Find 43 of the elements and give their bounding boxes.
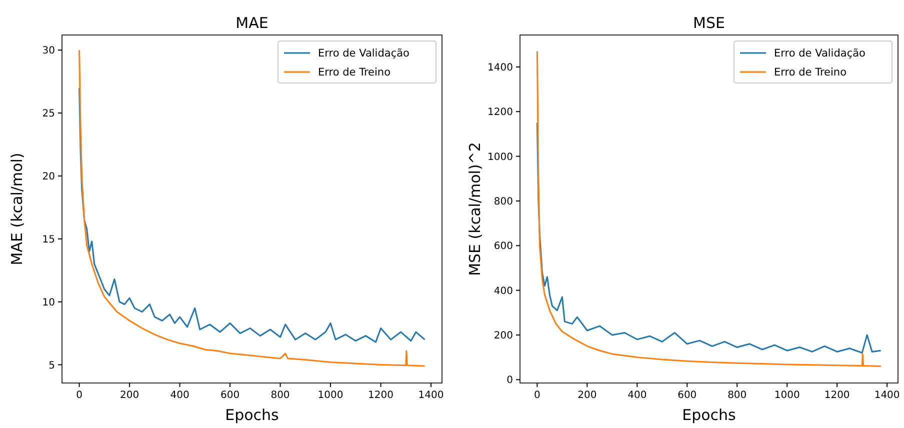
legend-label: Erro de Treino [318, 66, 390, 79]
x-tick-label: 600 [220, 390, 240, 401]
y-tick-label: 600 [494, 241, 513, 252]
legend-label: Erro de Validação [318, 48, 410, 60]
x-tick-label: 200 [578, 390, 597, 401]
x-axis-title: Epochs [225, 406, 280, 424]
x-tick-label: 400 [628, 390, 647, 401]
line-series [536, 122, 882, 354]
x-tick-label: 0 [534, 390, 540, 401]
x-tick-label: 1200 [368, 390, 394, 401]
chart-title: MSE [693, 14, 725, 32]
x-tick-label: 400 [170, 390, 190, 401]
y-tick-label: 1400 [488, 62, 513, 74]
y-axis-title: MAE (kcal/mol) [8, 152, 26, 266]
x-tick-label: 1000 [774, 390, 800, 401]
line-series [78, 87, 426, 343]
x-tick-label: 200 [120, 390, 140, 401]
y-tick-label: 5 [48, 360, 55, 372]
x-axis-title: Epochs [682, 406, 736, 424]
y-tick-label: 0 [506, 375, 513, 386]
y-tick-label: 10 [42, 297, 55, 308]
y-tick-label: 1000 [488, 152, 513, 163]
x-tick-label: 800 [728, 390, 747, 401]
x-tick-label: 600 [678, 390, 697, 401]
y-tick-label: 800 [494, 196, 513, 208]
legend-label: Erro de Treino [774, 66, 846, 79]
legend-label: Erro de Validação [774, 48, 866, 60]
y-tick-label: 400 [494, 286, 513, 297]
x-tick-label: 1400 [874, 390, 900, 401]
x-tick-label: 800 [270, 390, 290, 401]
x-tick-label: 1000 [318, 390, 344, 401]
y-tick-label: 30 [42, 46, 55, 57]
x-tick-label: 0 [76, 390, 82, 401]
y-tick-label: 1200 [488, 107, 513, 118]
x-tick-label: 1200 [824, 390, 850, 401]
chart-title: MAE [236, 14, 268, 32]
y-axis-title: MSE (kcal/mol)^2 [466, 142, 484, 276]
y-tick-label: 15 [42, 234, 55, 246]
x-tick-label: 1400 [418, 390, 444, 401]
y-tick-label: 20 [42, 171, 55, 182]
line-series [78, 49, 426, 367]
y-tick-label: 200 [494, 330, 513, 342]
y-tick-label: 25 [42, 108, 55, 120]
